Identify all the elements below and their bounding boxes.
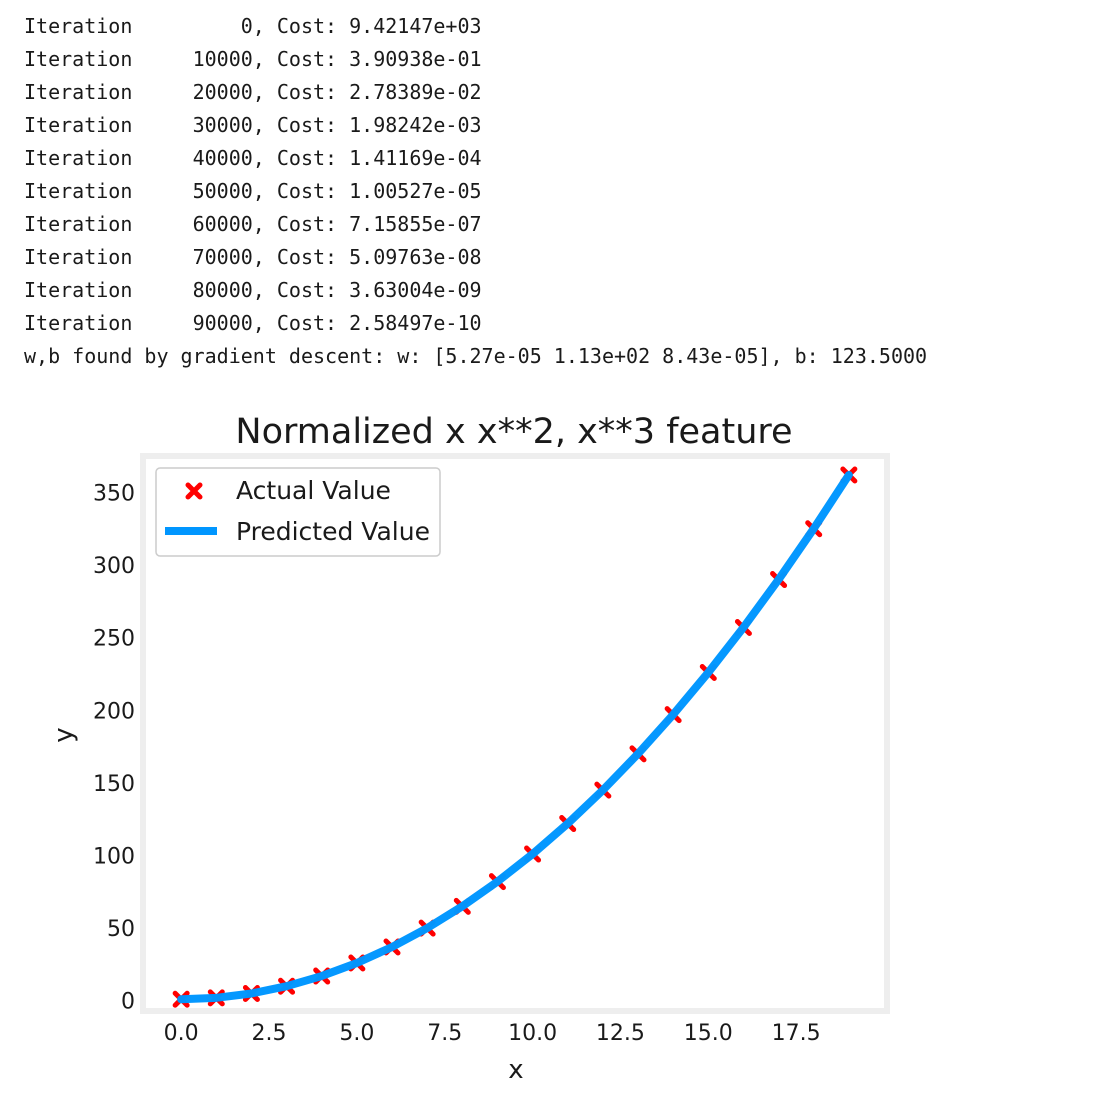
- y-tick-label: 0: [121, 990, 135, 1015]
- console-log-line: Iteration 80000, Cost: 3.63004e-09: [24, 278, 482, 302]
- y-tick-label: 200: [93, 699, 135, 724]
- y-axis-ticks: 0 50 100 150 200 250 300 350: [93, 481, 135, 1014]
- x-axis-ticks: 0.0 2.5 5.0 7.5 10.0 12.5 15.0 17.5: [164, 1021, 821, 1046]
- y-tick-label: 150: [93, 772, 135, 797]
- predicted-value-line: [177, 470, 853, 1004]
- chart-title: Normalized x x**2, x**3 feature: [235, 412, 792, 452]
- x-tick-label: 12.5: [596, 1021, 645, 1046]
- console-log-line: Iteration 20000, Cost: 2.78389e-02: [24, 80, 482, 104]
- y-tick-label: 300: [93, 554, 135, 579]
- x-tick-label: 0.0: [164, 1021, 199, 1046]
- series-layer: [172, 466, 858, 1008]
- legend: Actual Value Predicted Value: [155, 467, 441, 557]
- legend-actual-marker: [185, 482, 203, 500]
- chart: Normalized x x**2, x**3 feature 0.0 2.5 5.…: [49, 412, 890, 1085]
- y-tick-label: 100: [93, 845, 135, 870]
- console-log-line: Iteration 30000, Cost: 1.98242e-03: [24, 113, 482, 137]
- y-tick-label: 50: [107, 917, 135, 942]
- x-axis-label: x: [508, 1055, 523, 1085]
- console-log-line: Iteration 90000, Cost: 2.58497e-10: [24, 311, 482, 335]
- console-log-line: Iteration 10000, Cost: 3.90938e-01: [24, 47, 482, 71]
- console-log-line: Iteration 50000, Cost: 1.00527e-05: [24, 179, 482, 203]
- console-output: Iteration 0, Cost: 9.42147e+03 Iteration …: [24, 10, 927, 373]
- y-tick-label: 250: [93, 627, 135, 652]
- y-axis-label: y: [49, 727, 79, 742]
- console-result-line: w,b found by gradient descent: w: [5.27e…: [24, 344, 928, 368]
- x-tick-label: 15.0: [684, 1021, 733, 1046]
- legend-box: [155, 467, 441, 557]
- legend-actual-label: Actual Value: [236, 476, 391, 505]
- y-tick-label: 350: [93, 481, 135, 506]
- x-tick-label: 10.0: [508, 1021, 557, 1046]
- x-tick-label: 2.5: [252, 1021, 287, 1046]
- x-tick-label: 5.0: [339, 1021, 374, 1046]
- console-log-line: Iteration 0, Cost: 9.42147e+03: [24, 14, 482, 38]
- x-tick-label: 7.5: [427, 1021, 462, 1046]
- console-log-line: Iteration 70000, Cost: 5.09763e-08: [24, 245, 482, 269]
- legend-actual-marker-shape: [185, 482, 203, 500]
- console-log-line: Iteration 40000, Cost: 1.41169e-04: [24, 146, 482, 170]
- console-log-line: Iteration 60000, Cost: 7.15855e-07: [24, 212, 482, 236]
- legend-predicted-label: Predicted Value: [236, 517, 430, 546]
- x-tick-label: 17.5: [772, 1021, 821, 1046]
